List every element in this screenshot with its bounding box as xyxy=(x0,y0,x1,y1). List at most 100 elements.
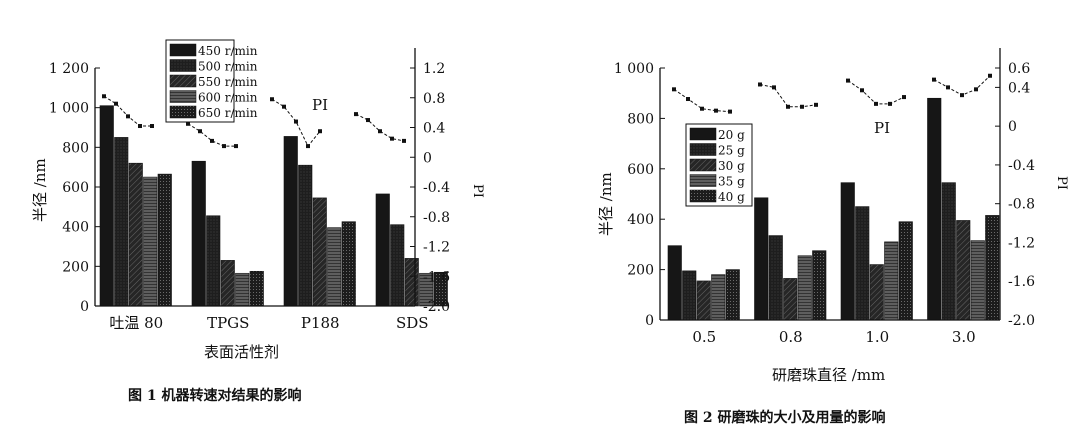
chart1-bars xyxy=(99,105,448,307)
ytick-1-0: 0 xyxy=(80,299,89,315)
legend-swatch-2-4 xyxy=(689,189,717,203)
bar-2-2-0 xyxy=(840,182,855,321)
bar-1-1-3 xyxy=(235,272,250,307)
pi-point-1-0-3 xyxy=(138,124,142,129)
bar-2-3-0 xyxy=(927,97,942,321)
pi-line-2-1 xyxy=(759,83,817,108)
xtick-2-3: 3.0 xyxy=(952,328,976,346)
chart2-ylabel: 半径 /nm xyxy=(597,172,615,236)
legend-label-2-4: 40 g xyxy=(718,190,745,204)
bar-2-3-2 xyxy=(956,220,971,321)
y2tick-1-2: -1.2 xyxy=(423,240,450,256)
ytick-1-5: 1 000 xyxy=(49,101,89,117)
bar-1-0-0 xyxy=(99,105,114,307)
chart1-y2label: PI xyxy=(470,184,485,198)
y2tick-1-1: -1.6 xyxy=(423,269,450,285)
chart2-axes: 0.5 0.8 1.0 3.0 0 200 400 600 800 1 000 -2.0 -1.6 -1… xyxy=(614,48,1035,346)
pi-line-2-3 xyxy=(933,75,991,96)
legend-swatch-1-3 xyxy=(169,90,197,103)
pi-point-1-2-0 xyxy=(270,97,274,102)
pi-point-2-1-1 xyxy=(772,85,776,90)
legend-label-1-1: 500 r/min xyxy=(198,60,258,74)
y2tick-1-7: 0.8 xyxy=(423,91,445,107)
pi-point-1-1-0 xyxy=(186,121,190,126)
bar-1-0-4 xyxy=(157,173,172,307)
y2tick-2-6: 0.4 xyxy=(1008,80,1030,96)
pi-point-1-0-0 xyxy=(102,94,106,99)
chart2-caption: 图 2 研磨珠的大小及用量的影响 xyxy=(684,409,886,426)
pi-line-2-2 xyxy=(847,80,905,105)
legend-swatch-2-3 xyxy=(689,174,717,187)
ytick-1-3: 600 xyxy=(62,180,89,196)
ytick-1-2: 400 xyxy=(62,220,89,236)
ytick-2-4: 800 xyxy=(627,111,654,127)
bar-2-0-4 xyxy=(725,269,740,321)
bar-1-3-2 xyxy=(404,258,419,307)
pi-point-2-3-0 xyxy=(932,77,936,82)
bar-1-3-1 xyxy=(390,224,405,307)
bar-2-2-2 xyxy=(869,264,884,321)
y2tick-1-8: 1.2 xyxy=(423,61,445,77)
pi-point-2-3-2 xyxy=(960,93,964,98)
y2tick-1-6: 0.4 xyxy=(423,121,445,137)
bar-2-3-3 xyxy=(970,240,985,321)
pi-point-2-3-3 xyxy=(974,87,978,92)
chart1-ylabel: 半径 /nm xyxy=(31,158,49,222)
chart1-axes: 吐温 80 TPGS P188 SDS 0 200 400 600 800 1 000 1 200 -… xyxy=(49,48,450,332)
legend-swatch-1-1 xyxy=(169,59,197,72)
legend-label-1-4: 650 r/min xyxy=(198,106,258,120)
xtick-1-2: P188 xyxy=(301,314,340,332)
legend-swatch-2-2 xyxy=(689,158,717,172)
pi-point-2-0-0 xyxy=(672,87,676,92)
pi-point-1-2-3 xyxy=(306,144,310,149)
pi-line-2-0 xyxy=(673,88,731,113)
bar-2-2-4 xyxy=(898,221,913,321)
pi-point-1-0-1 xyxy=(114,101,118,106)
ytick-2-2: 400 xyxy=(627,212,654,228)
ytick-2-3: 600 xyxy=(627,162,654,178)
pi-point-2-3-4 xyxy=(988,73,992,78)
ytick-1-1: 200 xyxy=(62,259,89,275)
bar-1-3-0 xyxy=(375,193,390,307)
legend-swatch-2-1 xyxy=(689,143,717,156)
y2tick-2-4: -0.4 xyxy=(1008,158,1035,174)
ytick-2-5: 1 000 xyxy=(614,61,654,77)
bar-2-1-1 xyxy=(768,235,783,321)
pi-line-1-1 xyxy=(187,123,236,147)
legend-label-2-3: 35 g xyxy=(718,175,745,189)
pi-point-1-3-4 xyxy=(402,138,406,143)
pi-line-1-2 xyxy=(271,98,321,148)
bar-2-0-1 xyxy=(682,270,697,321)
bar-2-0-3 xyxy=(711,274,726,321)
y2tick-1-0: -2.0 xyxy=(423,299,450,315)
y2tick-2-0: -2.0 xyxy=(1008,313,1035,329)
bar-2-0-0 xyxy=(667,245,682,321)
pi-point-1-2-2 xyxy=(294,119,298,124)
pi-point-2-1-0 xyxy=(758,82,762,87)
pi-point-2-2-3 xyxy=(888,101,892,106)
pi-point-2-0-1 xyxy=(686,97,690,102)
chart2-pi xyxy=(672,73,992,114)
bar-2-3-4 xyxy=(985,215,1000,321)
pi-point-1-3-1 xyxy=(366,118,370,123)
bar-1-1-2 xyxy=(220,260,235,307)
legend-label-2-1: 25 g xyxy=(718,144,745,158)
y2tick-2-5: 0 xyxy=(1008,119,1017,135)
bar-1-2-2 xyxy=(312,197,327,307)
bar-2-1-2 xyxy=(783,278,798,321)
chart1-pi xyxy=(102,94,406,149)
pi-point-1-0-2 xyxy=(126,114,130,119)
ytick-1-6: 1 200 xyxy=(49,61,89,77)
chart1: 吐温 80 TPGS P188 SDS 0 200 400 600 800 1 000 1 200 -… xyxy=(31,39,485,404)
pi-point-1-1-4 xyxy=(234,144,238,149)
legend-swatch-1-4 xyxy=(169,105,197,119)
pi-point-1-1-1 xyxy=(198,129,202,134)
bar-1-0-3 xyxy=(143,176,158,307)
pi-point-2-0-2 xyxy=(700,106,704,111)
ytick-2-0: 0 xyxy=(645,313,654,329)
pi-point-1-0-4 xyxy=(150,124,154,129)
pi-point-2-2-4 xyxy=(902,95,906,100)
xtick-1-1: TPGS xyxy=(207,314,249,332)
y2tick-1-5: 0 xyxy=(423,150,432,166)
